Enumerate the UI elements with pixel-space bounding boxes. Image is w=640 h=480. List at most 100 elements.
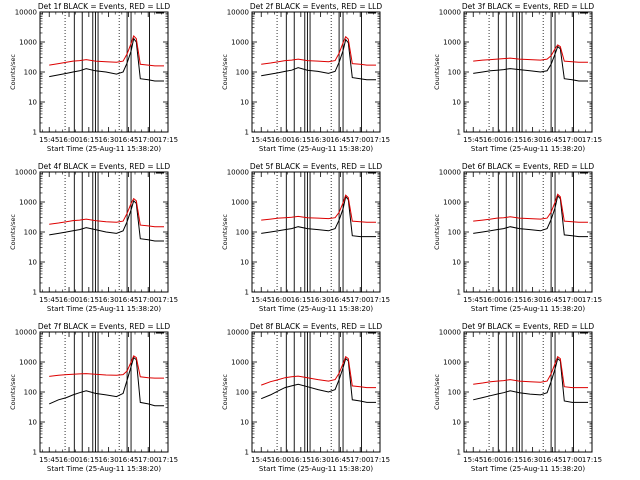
x-axis-label: Start Time (25-Aug-11 15:38:20) (471, 145, 585, 153)
series-line-events (48, 356, 164, 407)
y-tick-label: 1 (33, 129, 37, 137)
y-tick-label: 1 (245, 449, 249, 457)
x-tick-label: 16:30 (523, 296, 543, 304)
y-tick-label: 1 (245, 289, 249, 297)
y-tick-label: 10 (28, 419, 37, 427)
chart-title: Det 3f BLACK = Events, RED = LLD (462, 2, 595, 11)
y-tick-label: 10 (240, 99, 249, 107)
x-tick-label: 16:00 (59, 456, 79, 464)
y-tick-label: 10000 (15, 329, 37, 337)
y-tick-label: 1 (33, 449, 37, 457)
x-tick-label: 17:15 (370, 296, 390, 304)
x-tick-label: 17:15 (370, 136, 390, 144)
x-tick-label: 16:15 (503, 136, 523, 144)
x-axis-label: Start Time (25-Aug-11 15:38:20) (47, 145, 161, 153)
x-tick-label: 17:00 (350, 136, 370, 144)
x-tick-label: 16:30 (523, 456, 543, 464)
x-tick-label: 17:00 (138, 456, 158, 464)
x-axis-label: Start Time (25-Aug-11 15:38:20) (259, 305, 373, 313)
y-tick-label: 10000 (15, 169, 37, 177)
series-line-lld (261, 355, 376, 389)
x-tick-label: 16:15 (503, 456, 523, 464)
x-tick-label: 16:30 (311, 136, 331, 144)
chart-title: Det 5f BLACK = Events, RED = LLD (250, 162, 383, 171)
x-tick-label: 16:30 (523, 136, 543, 144)
x-tick-label: 16:00 (483, 136, 503, 144)
y-axis-label: Counts/sec (221, 214, 229, 250)
x-tick-label: 17:15 (158, 136, 178, 144)
x-tick-label: 15:45 (39, 456, 59, 464)
x-tick-label: 16:15 (79, 296, 99, 304)
x-tick-label: 15:45 (463, 136, 483, 144)
y-tick-label: 10 (452, 99, 461, 107)
y-tick-label: 10000 (227, 9, 249, 17)
x-tick-label: 17:00 (562, 296, 582, 304)
x-tick-label: 16:00 (483, 296, 503, 304)
y-tick-label: 1 (457, 129, 461, 137)
plot-frame (251, 11, 381, 133)
x-tick-label: 16:45 (542, 136, 562, 144)
chart-panel-5: Det 5f BLACK = Events, RED = LLD 1 10 100 10… (221, 162, 390, 313)
x-tick-label: 16:00 (59, 136, 79, 144)
series-line-lld (261, 194, 376, 223)
series-line-lld (473, 44, 588, 63)
y-tick-label: 10000 (439, 329, 461, 337)
y-axis-label: Counts/sec (9, 214, 17, 250)
series-line-lld (49, 355, 164, 379)
x-tick-label: 17:00 (138, 296, 158, 304)
chart-title: Det 4f BLACK = Events, RED = LLD (38, 162, 171, 171)
x-tick-label: 16:45 (330, 296, 350, 304)
x-tick-label: 17:00 (350, 456, 370, 464)
plot-frame (39, 331, 169, 453)
y-tick-label: 1000 (19, 39, 37, 47)
x-tick-label: 16:45 (118, 456, 138, 464)
plot-frame (251, 331, 381, 453)
y-axis-label: Counts/sec (433, 214, 441, 250)
y-tick-label: 100 (448, 229, 461, 237)
x-tick-label: 17:15 (582, 456, 602, 464)
series-line-lld (261, 35, 376, 66)
y-tick-label: 1000 (443, 359, 461, 367)
y-tick-label: 1 (457, 449, 461, 457)
x-tick-label: 16:45 (542, 456, 562, 464)
series-line-events (261, 38, 376, 81)
x-tick-label: 16:45 (542, 296, 562, 304)
series-line-events (473, 194, 588, 238)
x-axis-label: Start Time (25-Aug-11 15:38:20) (259, 465, 373, 473)
chart-panel-8: Det 8f BLACK = Events, RED = LLD 1 10 100 10… (221, 322, 390, 473)
x-tick-label: 16:45 (330, 456, 350, 464)
y-tick-label: 100 (236, 389, 249, 397)
series-line-events (49, 199, 164, 242)
y-tick-label: 10 (28, 99, 37, 107)
y-tick-label: 100 (236, 69, 249, 77)
x-tick-label: 16:15 (291, 136, 311, 144)
y-tick-label: 1 (33, 289, 37, 297)
x-tick-label: 15:45 (251, 136, 271, 144)
x-tick-label: 15:45 (463, 296, 483, 304)
x-tick-label: 16:15 (503, 296, 523, 304)
x-tick-label: 16:00 (483, 456, 503, 464)
chart-title: Det 2f BLACK = Events, RED = LLD (250, 2, 383, 11)
x-tick-label: 17:00 (138, 136, 158, 144)
y-tick-label: 1000 (19, 199, 37, 207)
x-axis-label: Start Time (25-Aug-11 15:38:20) (471, 305, 585, 313)
chart-panel-6: Det 6f BLACK = Events, RED = LLD 1 10 100 10… (433, 162, 602, 313)
chart-title: Det 6f BLACK = Events, RED = LLD (462, 162, 595, 171)
x-tick-label: 16:15 (291, 456, 311, 464)
plot-frame (463, 331, 593, 453)
x-axis-label: Start Time (25-Aug-11 15:38:20) (471, 465, 585, 473)
series-line-events (473, 45, 588, 82)
x-tick-label: 17:00 (350, 296, 370, 304)
x-tick-label: 17:00 (562, 136, 582, 144)
x-axis-label: Start Time (25-Aug-11 15:38:20) (47, 305, 161, 313)
chart-panel-4: Det 4f BLACK = Events, RED = LLD 1 10 100 10… (9, 162, 178, 313)
x-tick-label: 16:15 (79, 136, 99, 144)
series-line-events (261, 195, 376, 238)
x-tick-label: 15:45 (463, 456, 483, 464)
x-tick-label: 16:30 (99, 136, 119, 144)
chart-panel-9: Det 9f BLACK = Events, RED = LLD 1 10 100 10… (433, 322, 602, 473)
y-tick-label: 10 (452, 259, 461, 267)
x-tick-label: 17:15 (582, 296, 602, 304)
series-line-events (473, 357, 588, 403)
